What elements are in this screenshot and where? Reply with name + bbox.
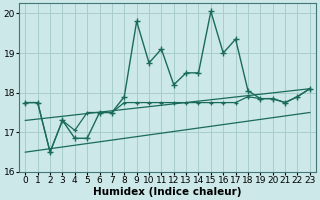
- X-axis label: Humidex (Indice chaleur): Humidex (Indice chaleur): [93, 187, 242, 197]
